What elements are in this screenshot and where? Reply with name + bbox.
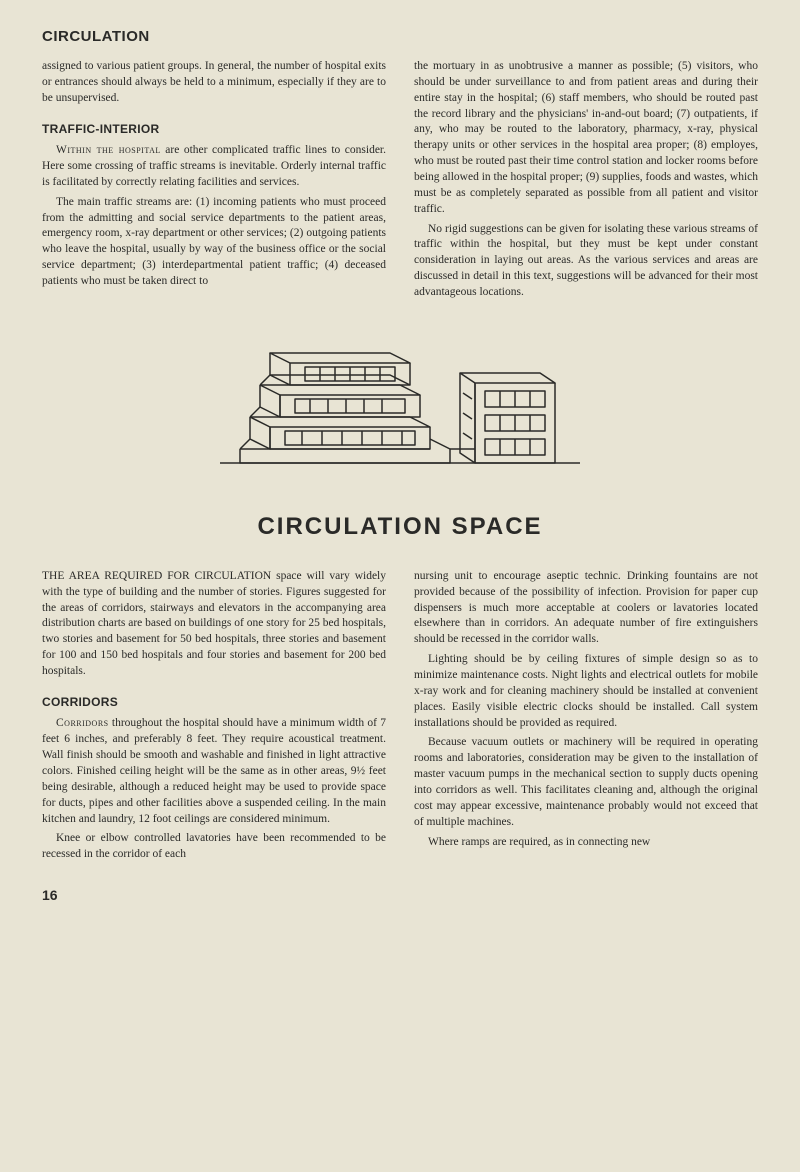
top-left-column: assigned to various patient groups. In g… bbox=[42, 59, 386, 305]
paragraph: Within the hospital are other complicate… bbox=[42, 143, 386, 191]
paragraph: Because vacuum outlets or machinery will… bbox=[414, 735, 758, 830]
lead-in-smallcaps: Corridors bbox=[56, 717, 109, 729]
paragraph: The main traffic streams are: (1) incomi… bbox=[42, 195, 386, 290]
paragraph: THE AREA REQUIRED FOR CIRCULATION space … bbox=[42, 569, 386, 680]
paragraph: Lighting should be by ceiling fixtures o… bbox=[414, 652, 758, 731]
page-heading: CIRCULATION bbox=[42, 28, 758, 45]
paragraph: the mortuary in as unobtrusive a manner … bbox=[414, 59, 758, 218]
building-illustration bbox=[210, 333, 590, 493]
page-number: 16 bbox=[42, 887, 758, 903]
bottom-right-column: nursing unit to encourage aseptic techni… bbox=[414, 569, 758, 867]
section-heading-corridors: CORRIDORS bbox=[42, 694, 386, 711]
top-right-column: the mortuary in as unobtrusive a manner … bbox=[414, 59, 758, 305]
bottom-columns: THE AREA REQUIRED FOR CIRCULATION space … bbox=[42, 569, 758, 867]
paragraph: assigned to various patient groups. In g… bbox=[42, 59, 386, 107]
lead-in-smallcaps: Within the hospital bbox=[56, 144, 161, 156]
section-heading-traffic-interior: TRAFFIC-INTERIOR bbox=[42, 121, 386, 138]
paragraph-rest: throughout the hospital should have a mi… bbox=[42, 717, 386, 824]
section-title-circulation-space: CIRCULATION SPACE bbox=[42, 513, 758, 541]
paragraph: Corridors throughout the hospital should… bbox=[42, 716, 386, 827]
bottom-left-column: THE AREA REQUIRED FOR CIRCULATION space … bbox=[42, 569, 386, 867]
paragraph: No rigid suggestions can be given for is… bbox=[414, 222, 758, 301]
paragraph: nursing unit to encourage aseptic techni… bbox=[414, 569, 758, 648]
paragraph: Where ramps are required, as in connecti… bbox=[414, 835, 758, 851]
paragraph: Knee or elbow controlled lavatories have… bbox=[42, 831, 386, 863]
top-columns: assigned to various patient groups. In g… bbox=[42, 59, 758, 305]
